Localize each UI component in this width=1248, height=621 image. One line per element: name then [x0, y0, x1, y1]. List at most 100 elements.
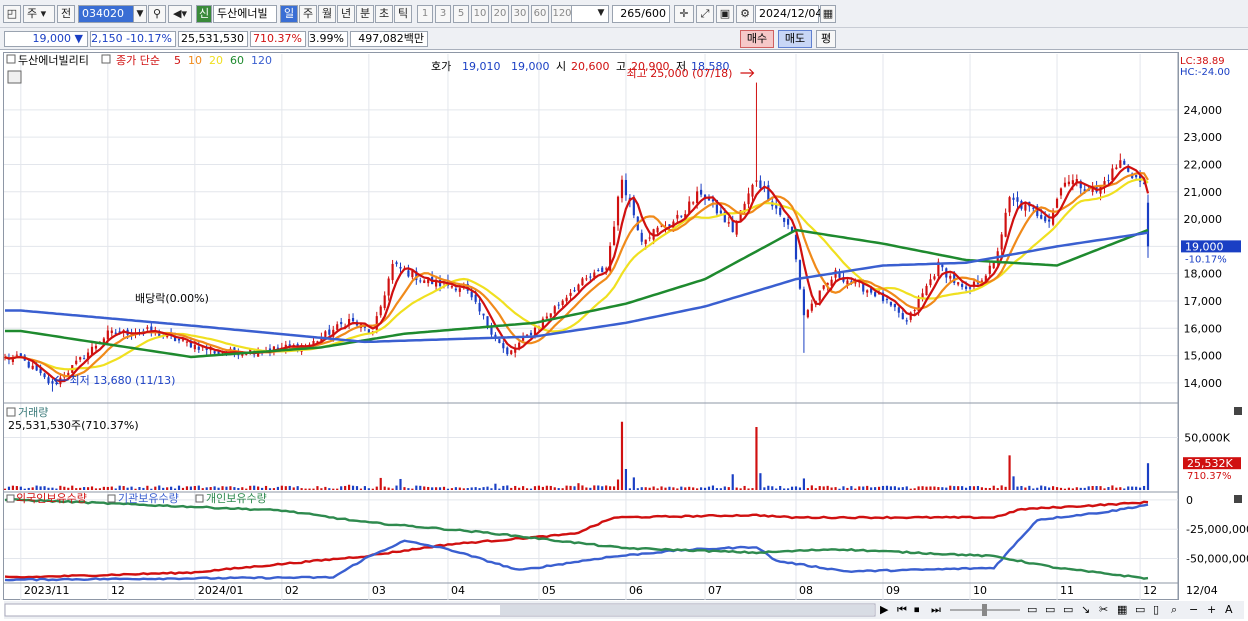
volume-bar	[98, 488, 102, 490]
volume-bar	[284, 486, 287, 490]
candle-body	[15, 354, 18, 356]
period-num-20[interactable]: 20	[491, 5, 509, 23]
eval-button[interactable]: 평	[816, 30, 836, 48]
period-tab-2[interactable]: 월	[318, 5, 336, 23]
volume-bar	[632, 477, 635, 490]
save-icon[interactable]: ▣	[716, 5, 734, 23]
candle-body	[699, 189, 703, 195]
volume-bar	[561, 488, 564, 490]
lc-label: LC:38.89	[1180, 56, 1225, 67]
price-tick-label: 15,000	[1184, 350, 1223, 363]
holding-line-1	[4, 503, 1149, 582]
stock-code-input[interactable]: 034020	[78, 5, 134, 23]
volume-bar	[747, 488, 750, 490]
volume-bar	[881, 485, 885, 490]
count-field[interactable]: 265/600	[612, 5, 670, 23]
period-num-60[interactable]: 60	[531, 5, 549, 23]
volume-bar	[743, 485, 746, 490]
volume-bar	[719, 488, 722, 490]
volume-bar	[905, 486, 908, 490]
volume-bar	[122, 486, 125, 490]
candle-body	[11, 357, 14, 362]
period-tab-1[interactable]: 주	[299, 5, 317, 23]
change-field: 2,150 -10.17%	[90, 31, 176, 47]
candle-body	[992, 262, 995, 269]
ma-legend-box-icon	[101, 54, 111, 64]
period-tab-3[interactable]: 년	[337, 5, 355, 23]
volume-bar	[304, 488, 307, 490]
candle-body	[249, 349, 252, 353]
volume-bar	[1146, 463, 1150, 490]
candle-body	[731, 220, 734, 233]
candle-body	[478, 302, 481, 312]
period-num-30[interactable]: 30	[511, 5, 529, 23]
volume-bar	[355, 486, 359, 490]
code-dropdown-icon[interactable]: ▼	[133, 5, 147, 23]
candle-body	[818, 290, 821, 301]
volume-bar	[980, 487, 983, 490]
empty-select-arrow-icon[interactable]: ▼	[597, 8, 605, 18]
volume-bar	[35, 485, 38, 490]
period-num-3[interactable]: 3	[435, 5, 451, 23]
volume-bar	[1119, 487, 1122, 490]
candle-body	[173, 335, 177, 341]
volume-bar	[118, 485, 121, 490]
empty-select[interactable]	[571, 5, 609, 23]
candle-body	[106, 330, 109, 340]
period-tab-4[interactable]: 분	[356, 5, 374, 23]
volume-bar	[854, 488, 857, 490]
candle-body	[612, 226, 616, 246]
volume-bar	[423, 486, 426, 490]
volume-bar	[941, 487, 944, 490]
ma-legend-20: 20	[209, 54, 223, 67]
candle-body	[1127, 166, 1130, 172]
tool-icon-10: +	[1207, 603, 1216, 616]
volume-bar	[170, 486, 173, 490]
gear-icon[interactable]: ⚙	[736, 5, 754, 23]
volume-bar	[798, 487, 802, 490]
candle-body	[787, 219, 790, 225]
volume-bar	[885, 485, 889, 490]
high-arrow-icon	[740, 68, 755, 78]
window-icon[interactable]: ◰	[3, 5, 21, 23]
period-tab-0[interactable]: 일	[280, 5, 298, 23]
period-num-5[interactable]: 5	[453, 5, 469, 23]
volume-bar	[510, 487, 513, 490]
volume-bar	[549, 485, 552, 490]
candle-body	[609, 245, 612, 271]
date-field[interactable]: 2024/12/04	[755, 5, 822, 23]
period-tab-6[interactable]: 틱	[394, 5, 412, 23]
tool-icon-4: ✂	[1099, 603, 1108, 616]
period-num-10[interactable]: 10	[471, 5, 489, 23]
volume-bar	[308, 488, 311, 490]
volume-bar	[810, 485, 813, 490]
period-tab-5[interactable]: 초	[375, 5, 393, 23]
crosshair-icon[interactable]: ✛	[674, 5, 694, 23]
speaker-icon[interactable]: ◀▾	[168, 5, 192, 23]
candle-body	[150, 326, 153, 333]
type-select[interactable]: 주 ▾	[23, 5, 55, 23]
candle-body	[1083, 189, 1086, 192]
volume-bar	[55, 488, 58, 490]
calendar-icon[interactable]: ▦	[820, 5, 836, 23]
volume-bar	[968, 486, 972, 490]
volume-bar	[870, 487, 873, 490]
candle-body	[142, 330, 145, 332]
period-num-1[interactable]: 1	[417, 5, 433, 23]
last-volume-box	[1183, 457, 1241, 470]
volume-bar	[1095, 486, 1098, 490]
prev-button[interactable]: 전	[57, 5, 75, 23]
ma-legend-120: 120	[251, 54, 272, 67]
candle-body	[921, 293, 924, 299]
sell-button[interactable]: 매도	[778, 30, 812, 48]
candle-body	[913, 310, 916, 312]
candle-body	[1063, 182, 1067, 187]
search-icon[interactable]: ⚲	[148, 5, 166, 23]
volume-bar	[636, 488, 639, 490]
zoom-icon[interactable]: ⤢	[696, 5, 714, 23]
candle-body	[794, 234, 798, 260]
candle-body	[110, 330, 113, 334]
buy-button[interactable]: 매수	[740, 30, 774, 48]
volume-bar	[3, 488, 7, 490]
